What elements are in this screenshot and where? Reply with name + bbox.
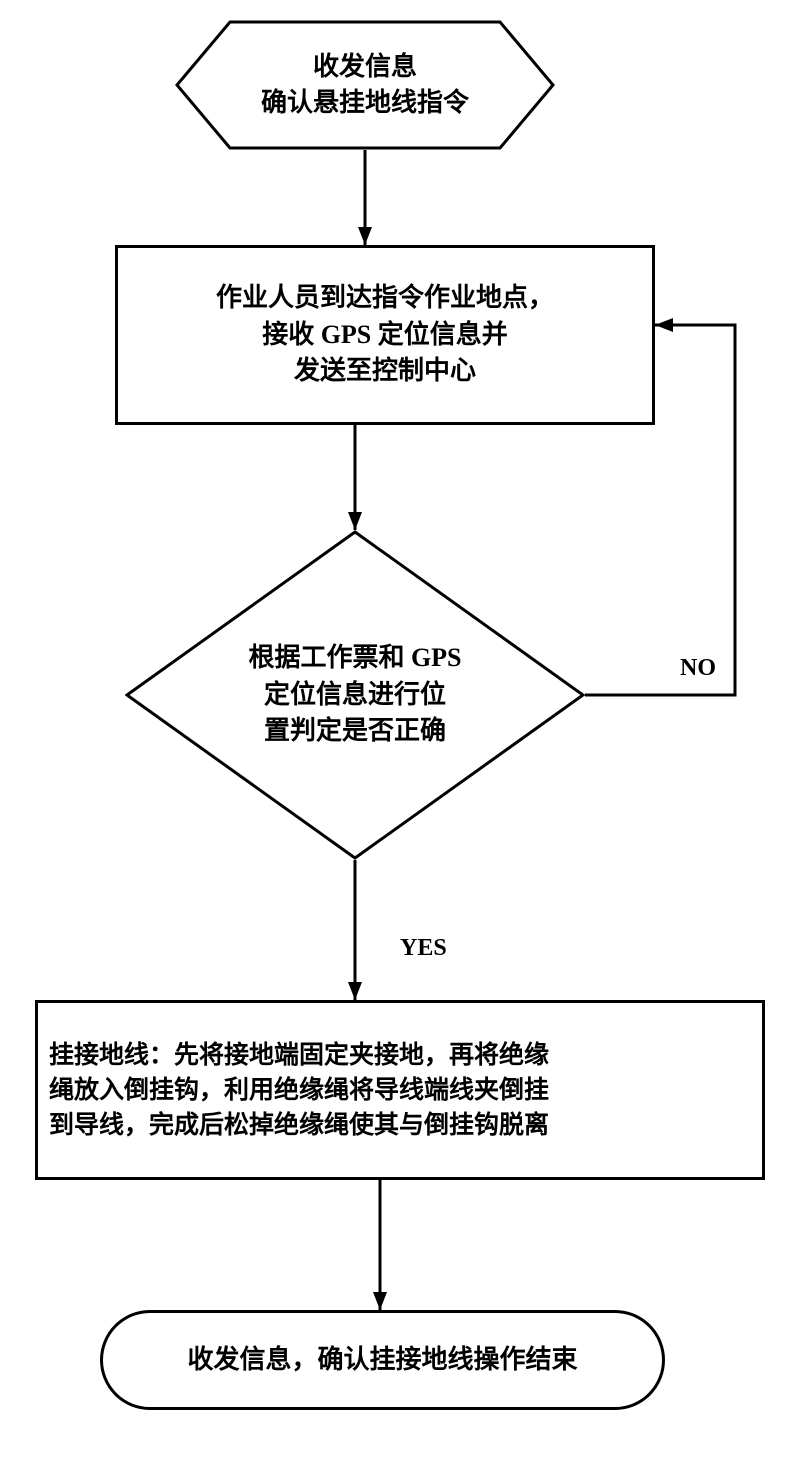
end-line-0: 收发信息，确认挂接地线操作结束: [187, 1342, 577, 1378]
step1-line-1: 接收 GPS 定位信息并: [216, 317, 554, 353]
step2-line-1: 绳放入倒挂钩，利用绝缘绳将导线端线夹倒挂: [49, 1073, 751, 1108]
step2-line-2: 到导线，完成后松掉绝缘绳使其与倒挂钩脱离: [49, 1108, 751, 1143]
start-line-1: 确认悬挂地线指令: [261, 85, 469, 121]
decision-line-0: 根据工作票和 GPS: [248, 640, 461, 676]
edge-label-no: NO: [680, 655, 716, 682]
start-node-text: 收发信息 确认悬挂地线指令: [261, 49, 469, 122]
decision-node-text: 根据工作票和 GPS 定位信息进行位 置判定是否正确: [248, 640, 461, 749]
step1-line-0: 作业人员到达指令作业地点，: [216, 280, 554, 316]
step2-node-text: 挂接地线：先将接地端固定夹接地，再将绝缘 绳放入倒挂钩，利用绝缘绳将导线端线夹倒…: [35, 1038, 765, 1143]
start-line-0: 收发信息: [261, 49, 469, 85]
end-node-text: 收发信息，确认挂接地线操作结束: [187, 1342, 577, 1378]
step1-line-2: 发送至控制中心: [216, 353, 554, 389]
flowchart-canvas: 收发信息 确认悬挂地线指令 作业人员到达指令作业地点， 接收 GPS 定位信息并…: [0, 0, 800, 1457]
edge-label-yes: YES: [400, 935, 447, 962]
decision-line-2: 置判定是否正确: [248, 713, 461, 749]
step2-line-0: 挂接地线：先将接地端固定夹接地，再将绝缘: [49, 1038, 751, 1073]
decision-line-1: 定位信息进行位: [248, 677, 461, 713]
step1-node-text: 作业人员到达指令作业地点， 接收 GPS 定位信息并 发送至控制中心: [216, 280, 554, 389]
